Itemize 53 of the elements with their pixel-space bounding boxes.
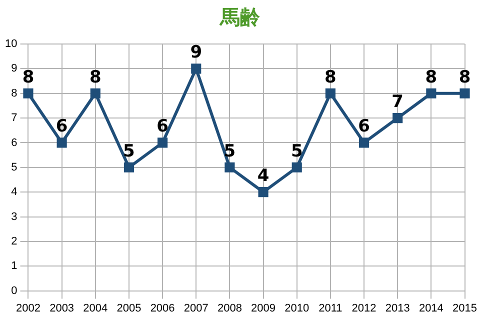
data-label: 6 (156, 116, 168, 137)
point (392, 113, 403, 124)
data-label: 6 (56, 116, 68, 137)
point (23, 88, 34, 98)
chart-title: 馬齢 (218, 4, 261, 30)
point (358, 138, 370, 148)
data-label: 8 (324, 67, 336, 88)
x-tick-label: 2010 (284, 302, 310, 314)
data-label: 4 (257, 166, 270, 186)
data-label: 5 (224, 141, 236, 162)
point (124, 162, 134, 172)
x-tick-label: 2007 (184, 302, 208, 314)
y-tick-label: 4 (11, 186, 18, 198)
x-tick-label: 2003 (50, 302, 74, 314)
point (426, 88, 436, 98)
y-tick-label: 9 (11, 62, 18, 75)
data-label: 5 (123, 141, 135, 162)
y-tick-label: 10 (4, 38, 18, 50)
data-label: 9 (190, 42, 202, 63)
point (460, 88, 470, 98)
data-label: 8 (458, 67, 471, 88)
point (90, 88, 100, 98)
x-tick-label: 2008 (217, 302, 242, 314)
y-tick-label: 2 (11, 235, 18, 248)
y-tick-label: 5 (11, 161, 18, 174)
y-tick-label: 7 (11, 112, 18, 124)
x-tick-label: 2006 (150, 302, 175, 314)
point (191, 64, 202, 74)
point (224, 162, 235, 172)
y-tick-label: 8 (11, 87, 18, 100)
data-label: 6 (358, 116, 370, 137)
y-tick-label: 3 (11, 210, 18, 223)
point (56, 138, 67, 148)
x-tick-label: 2012 (352, 302, 376, 314)
x-tick-label: 2002 (16, 302, 40, 314)
point (325, 88, 336, 98)
point (158, 138, 168, 148)
x-tick-label: 2014 (418, 302, 444, 314)
data-label: 8 (89, 67, 102, 88)
x-tick-label: 2015 (452, 302, 478, 314)
y-tick-label: 0 (11, 284, 18, 297)
x-tick-label: 2009 (251, 302, 276, 314)
point (292, 162, 302, 172)
y-tick-label: 6 (11, 136, 18, 149)
x-tick-label: 2013 (385, 302, 410, 314)
x-tick-label: 2005 (116, 302, 142, 314)
y-tick-label: 1 (11, 260, 18, 272)
x-tick-label: 2011 (318, 302, 342, 314)
data-label: 7 (392, 92, 404, 112)
point (258, 187, 268, 198)
x-tick-label: 2004 (83, 302, 108, 314)
data-label: 8 (425, 67, 438, 88)
data-label: 5 (290, 141, 303, 162)
